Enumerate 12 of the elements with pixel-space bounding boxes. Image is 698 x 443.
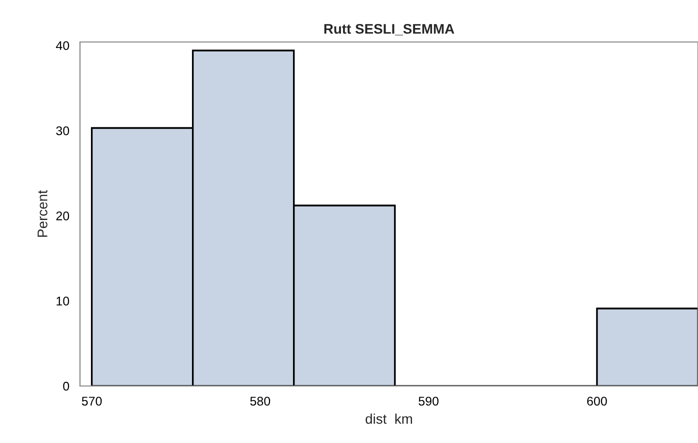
- y-tick-label: 0: [63, 382, 70, 391]
- x-tick-label: 580: [250, 396, 270, 406]
- x-tick-label: 590: [418, 396, 439, 406]
- y-tick-label: 10: [56, 296, 70, 306]
- y-tick-label: 40: [56, 41, 70, 50]
- x-tick-label: 600: [587, 396, 607, 406]
- y-tick-label: 20: [56, 212, 70, 220]
- x-tick-label: 570: [82, 396, 102, 406]
- y-axis-title: Percent: [38, 190, 48, 237]
- chart-title: Rutt SESLI_SEMMA: [324, 24, 454, 36]
- x-axis-title: dist km: [366, 414, 412, 424]
- y-tick-label: 30: [56, 126, 70, 136]
